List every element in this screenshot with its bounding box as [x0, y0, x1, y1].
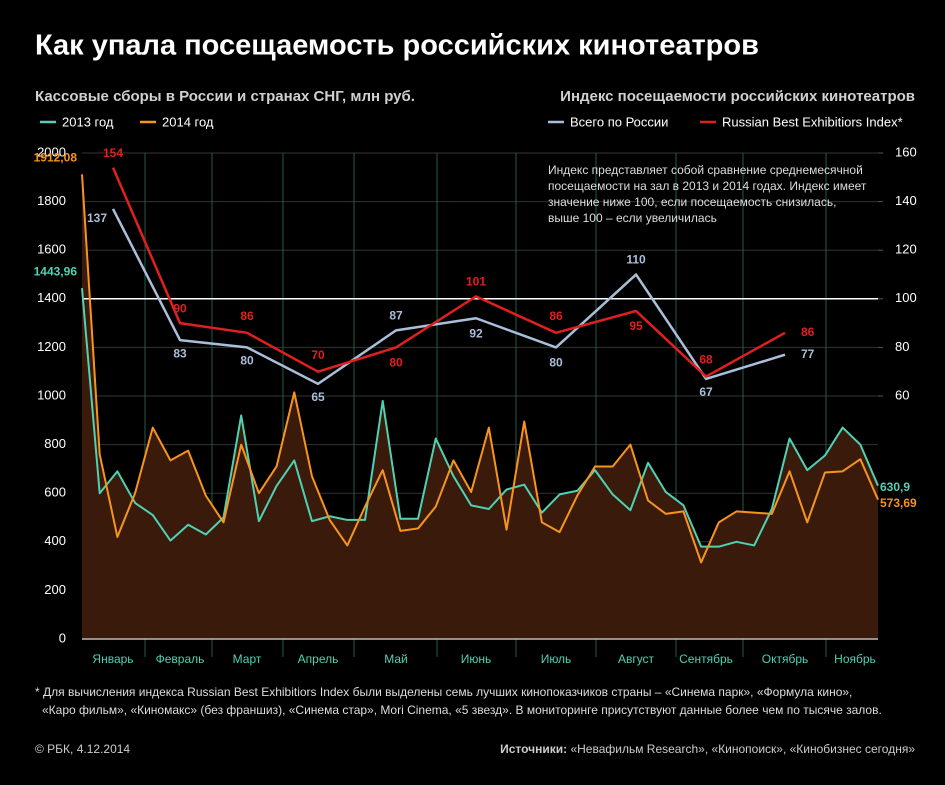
line	[81, 288, 879, 548]
value-label: 95	[629, 319, 643, 333]
y-tick-label: 1000	[37, 387, 66, 402]
y-tick-label: 0	[59, 630, 66, 645]
chart-title: Как упала посещаемость российских киноте…	[35, 30, 759, 62]
y-tick-label: 200	[44, 582, 66, 597]
subtitle: Кассовые сборы в России и странах СНГ, м…	[35, 88, 415, 105]
value-label: 83	[173, 346, 187, 360]
index-line	[111, 208, 786, 386]
sources: Источники: «Невафильм Research», «Кинопо…	[500, 742, 915, 756]
annotation: посещаемости на зал в 2013 и 2014 годах.…	[548, 179, 867, 193]
area	[82, 174, 878, 639]
x-tick-label: Август	[618, 652, 655, 666]
value-label: 80	[240, 354, 254, 368]
value-label: 77	[801, 347, 815, 361]
line	[81, 174, 879, 564]
value-label: 68	[699, 353, 713, 367]
copyright: © РБК, 4.12.2014	[35, 742, 130, 756]
value-label: 110	[626, 253, 646, 267]
value-label: 630,9	[880, 480, 910, 494]
value-label: 573,69	[880, 496, 917, 510]
x-tick-label: Ноябрь	[834, 652, 876, 666]
value-label: 86	[801, 325, 815, 339]
annotation: значение ниже 100, если посещаемость сни…	[548, 195, 836, 209]
y-tick-label: 1600	[37, 242, 66, 257]
value-label: 1443,96	[34, 264, 78, 278]
x-tick-label: Сентябрь	[679, 652, 733, 666]
y-tick-label: 600	[44, 485, 66, 500]
y2-tick-label: 120	[895, 242, 917, 257]
x-tick-label: Май	[384, 652, 408, 666]
y-tick-label: 2000	[37, 144, 66, 159]
value-label: 80	[549, 356, 563, 370]
y-tick-label: 1800	[37, 193, 66, 208]
annotation: выше 100 – если увеличилась	[548, 211, 717, 225]
value-label: 137	[87, 211, 107, 225]
y2-tick-label: 140	[895, 193, 917, 208]
legend-label: Всего по России	[570, 114, 668, 129]
y2-tick-label: 80	[895, 339, 909, 354]
y2-tick-label: 60	[895, 387, 909, 402]
value-label: 101	[466, 275, 486, 289]
x-tick-label: Июль	[541, 652, 572, 666]
annotation: Индекс представляет собой сравнение сред…	[548, 163, 863, 177]
y2-tick-label: 100	[895, 290, 917, 305]
value-label: 86	[240, 309, 254, 323]
legend-label: Russian Best Exhibitiors Index*	[722, 114, 903, 129]
x-tick-label: Апрель	[298, 652, 339, 666]
value-label: 90	[173, 301, 187, 315]
value-label: 70	[311, 348, 325, 362]
footnote: * Для вычисления индекса Russian Best Ex…	[35, 685, 852, 699]
value-label: 87	[389, 309, 403, 323]
value-label: 67	[699, 385, 713, 399]
source-list: «Невафильм Research», «Кинопоиск», «Кино…	[567, 742, 915, 756]
value-label: 80	[389, 356, 403, 370]
x-tick-label: Март	[233, 652, 262, 666]
x-tick-label: Февраль	[156, 652, 205, 666]
source-label: Источники:	[500, 742, 567, 756]
legend-label: 2014 год	[162, 114, 214, 129]
y-tick-label: 1200	[37, 339, 66, 354]
x-tick-label: Октябрь	[762, 652, 809, 666]
x-tick-label: Январь	[92, 652, 133, 666]
legend-label: 2013 год	[62, 114, 114, 129]
value-label: 65	[311, 390, 325, 404]
value-label: 1912,08	[34, 151, 78, 165]
index-line	[111, 167, 786, 378]
value-label: 92	[469, 326, 483, 340]
value-label: 154	[103, 146, 123, 160]
y2-title: Индекс посещаемости российских кинотеатр…	[560, 88, 915, 105]
x-tick-label: Июнь	[461, 652, 492, 666]
footnote: «Каро фильм», «Киномакс» (без франшиз), …	[42, 703, 882, 717]
value-label: 86	[549, 309, 563, 323]
y2-tick-label: 160	[895, 144, 917, 159]
y-tick-label: 400	[44, 533, 66, 548]
y-tick-label: 800	[44, 436, 66, 451]
y-tick-label: 1400	[37, 290, 66, 305]
